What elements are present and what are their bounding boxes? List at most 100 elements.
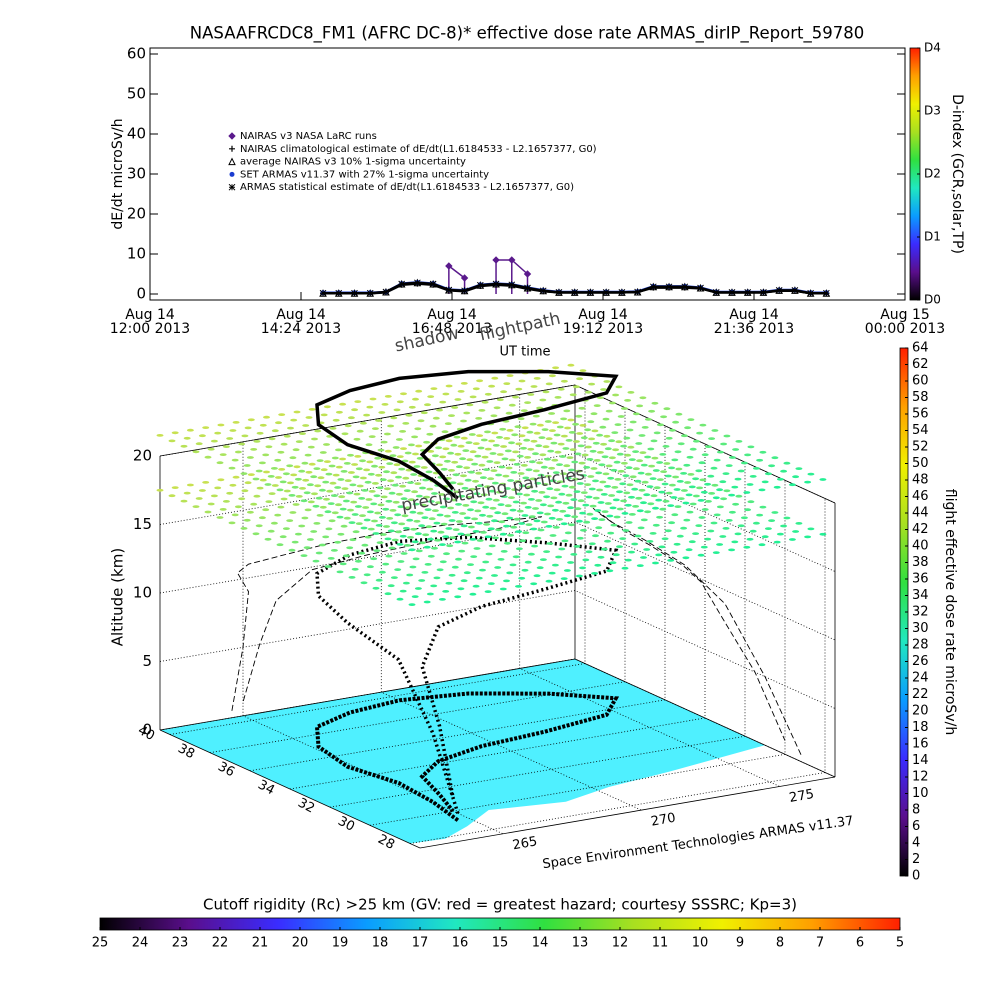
lon-tick-label: 275 (788, 787, 815, 806)
particle-marker (462, 504, 470, 507)
particle-marker (586, 458, 594, 461)
plus-marker (229, 145, 235, 152)
particle-marker (656, 515, 664, 519)
particle-marker (232, 475, 240, 479)
particle-marker (434, 538, 442, 542)
particle-marker (558, 492, 566, 496)
particle-marker (461, 486, 469, 490)
particle-marker (334, 486, 342, 489)
particle-marker (623, 491, 631, 495)
colorbar-tick-label: 22 (212, 936, 229, 951)
particle-marker (599, 425, 607, 429)
x-tick-label: 12:00 2013 (110, 321, 190, 337)
particle-marker (635, 496, 643, 500)
particle-marker (759, 505, 767, 509)
particle-marker (407, 481, 414, 484)
particle-marker (353, 437, 361, 441)
particle-marker (532, 507, 539, 510)
particle-marker (180, 444, 188, 448)
particle-marker (522, 476, 530, 480)
particle-marker (327, 502, 335, 505)
particle-marker (373, 494, 381, 498)
data-point (587, 289, 594, 296)
particle-marker (437, 530, 445, 534)
particle-marker (716, 505, 724, 509)
particle-marker (652, 561, 659, 565)
particle-marker (475, 417, 483, 420)
colorbar-tick-label: 56 (912, 407, 929, 422)
lat-tick-label: 30 (335, 814, 357, 835)
particle-marker (746, 483, 754, 486)
particle-marker (688, 485, 696, 489)
particle-marker (567, 561, 575, 564)
particle-marker (346, 491, 354, 495)
particle-marker (395, 438, 403, 441)
data-point (697, 284, 704, 292)
particle-marker (385, 499, 393, 503)
colorbar-tick-label: 20 (912, 704, 929, 719)
lat-grid-line (249, 425, 666, 772)
particle-marker (455, 557, 462, 561)
lat-tick-label: 40 (135, 723, 157, 744)
legend-label: SET ARMAS v11.37 with 27% 1-sigma uncert… (240, 169, 489, 180)
particle-marker (656, 478, 664, 481)
particle-marker (664, 529, 672, 533)
particle-marker (256, 431, 264, 435)
asterisk-marker (319, 289, 327, 297)
particle-marker (347, 508, 354, 512)
particle-marker (335, 465, 343, 469)
particle-marker (486, 460, 494, 463)
particle-marker (363, 518, 371, 522)
particle-marker (628, 550, 635, 554)
particle-marker (565, 439, 573, 442)
colorbar-tick-label: 14 (912, 753, 929, 768)
particle-marker (192, 505, 200, 508)
data-point (228, 132, 236, 140)
particle-marker (608, 456, 616, 460)
particle-marker (431, 492, 438, 495)
particle-marker (506, 374, 514, 377)
particle-marker (761, 480, 769, 484)
particle-marker (488, 439, 496, 443)
particle-marker (226, 491, 234, 495)
particle-marker (267, 475, 275, 478)
particle-marker (440, 522, 448, 526)
particle-marker (546, 487, 554, 491)
particle-marker (336, 515, 344, 519)
particle-marker (776, 477, 784, 481)
colorbar-tick-label: 22 (912, 687, 929, 702)
diamond-marker (523, 270, 532, 278)
particle-marker (698, 461, 706, 465)
asterisk-marker (634, 288, 641, 296)
particle-marker (600, 493, 608, 496)
particle-marker (353, 492, 361, 496)
particle-marker (551, 563, 559, 567)
particle-marker (171, 431, 179, 435)
particle-marker (369, 397, 377, 401)
particle-marker (495, 473, 503, 477)
particle-marker (540, 465, 548, 469)
particle-marker (536, 423, 544, 427)
particle-marker (180, 499, 188, 503)
particle-marker (597, 555, 605, 559)
particle-marker (332, 418, 340, 422)
particle-marker (485, 497, 493, 501)
particle-marker (761, 535, 769, 539)
particle-marker (598, 463, 606, 467)
particle-marker (466, 458, 474, 462)
particle-marker (564, 426, 572, 430)
x-tick-label: Aug 14 (578, 307, 628, 323)
particle-marker (586, 512, 594, 516)
particle-marker (448, 414, 455, 417)
particle-marker (222, 500, 230, 503)
colorbar-tick-label: 13 (572, 936, 589, 951)
particle-marker (202, 481, 210, 484)
particle-marker (439, 505, 447, 509)
particle-marker (241, 489, 249, 493)
particle-marker (612, 553, 620, 557)
particle-marker (740, 461, 748, 465)
particle-marker (451, 511, 459, 514)
asterisk-marker (571, 289, 579, 296)
particle-marker (356, 429, 364, 433)
particle-marker (756, 513, 764, 517)
